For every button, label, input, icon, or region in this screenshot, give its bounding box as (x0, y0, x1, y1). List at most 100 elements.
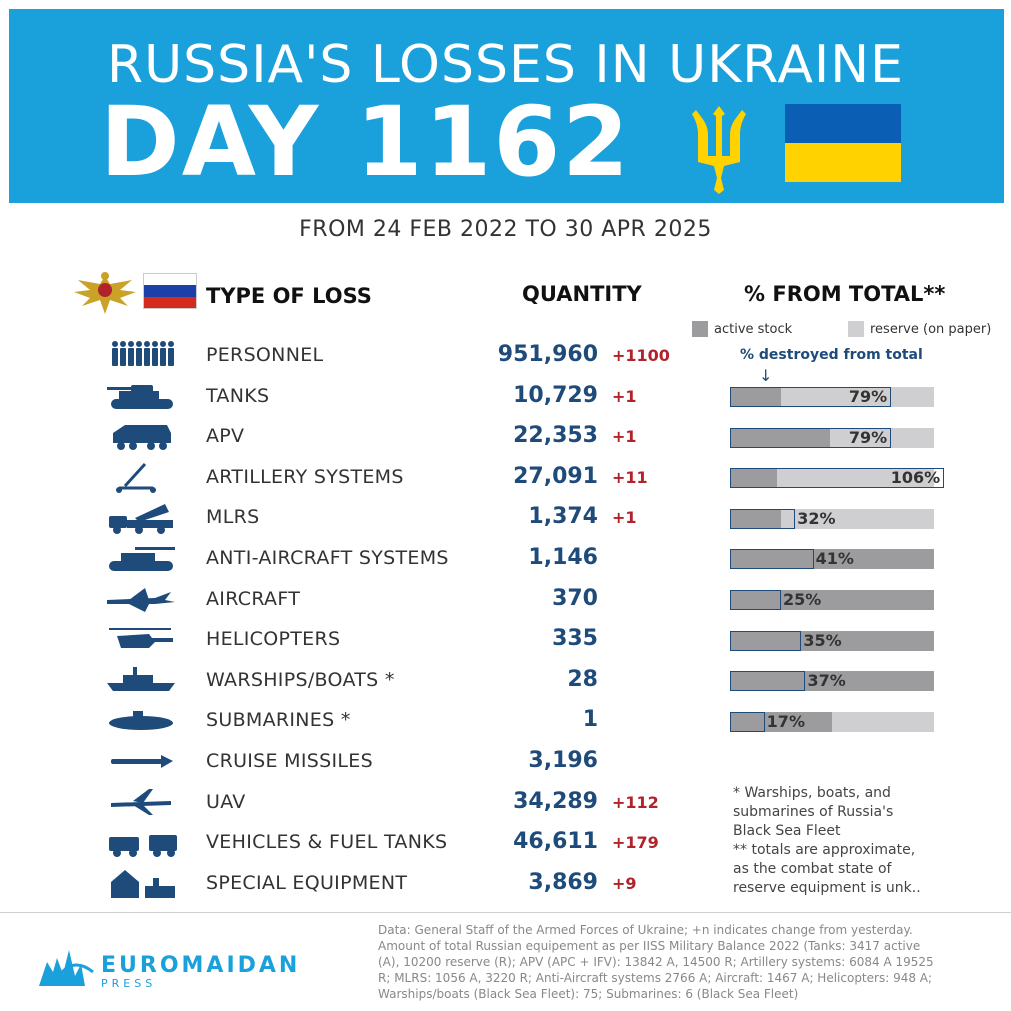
source-line: Data: General Staff of the Armed Forces … (378, 923, 913, 937)
row-label: CRUISE MISSILES (206, 750, 373, 772)
page-title: RUSSIA'S LOSSES IN UKRAINE (106, 35, 904, 95)
bar-destroyed (730, 671, 806, 692)
row-quantity: 1 (582, 707, 598, 733)
bar-percent-label: 35% (803, 630, 842, 650)
bar-active (730, 671, 934, 692)
logo-sub: PRESS (101, 977, 157, 990)
source-note: Data: General Staff of the Armed Forces … (378, 922, 978, 1002)
bar-reserve (730, 468, 934, 489)
row-change: +9 (612, 873, 637, 893)
row-label: SPECIAL EQUIPMENT (206, 871, 408, 894)
bar-row: 37% (730, 671, 934, 692)
row-label: TANKS (206, 384, 270, 407)
row-change: +1 (612, 427, 637, 447)
row-label: ANTI-AIRCRAFT SYSTEMS (206, 547, 449, 569)
row-change: +1100 (612, 346, 670, 365)
source-line: R; MLRS: 1056 A, 3220 R; Anti-Aircraft s… (378, 971, 933, 985)
legend-reserve-label: reserve (on paper) (870, 321, 992, 337)
row-label: HELICOPTERS (206, 628, 341, 651)
bar-active (730, 711, 832, 732)
bar-destroyed (730, 508, 796, 529)
source-line: (A), 10200 reserve (R); APV (APC + IFV):… (378, 955, 934, 969)
row-quantity: 22,353 (513, 423, 598, 449)
legend-reserve-swatch (848, 321, 864, 337)
russia-flag-icon (143, 273, 197, 309)
destroyed-note: % destroyed from total (740, 347, 923, 363)
bar-destroyed (730, 590, 781, 610)
footnote-line: Black Sea Fleet (733, 823, 841, 839)
bar-row: 41% (730, 549, 934, 570)
row-label: ARTILLERY SYSTEMS (206, 465, 404, 488)
soldiers-icon (112, 341, 174, 366)
euromaidan-logo-icon (39, 950, 94, 986)
row-label: VEHICLES & FUEL TANKS (206, 831, 448, 854)
bar-row: 17% (730, 711, 934, 732)
row-quantity: 3,196 (528, 748, 598, 773)
row-quantity: 951,960 (497, 342, 598, 367)
vehicles-icon (109, 835, 177, 858)
mlrs-icon (109, 504, 173, 535)
row-change: +11 (612, 467, 648, 487)
bar-destroyed (730, 630, 802, 651)
footer-divider (0, 912, 1011, 913)
bar-percent-label: 32% (797, 508, 836, 528)
footnote-line: * Warships, boats, and (733, 785, 891, 801)
ukraine-flag-icon (785, 104, 901, 182)
bar-active (730, 549, 934, 570)
row-quantity: 28 (567, 666, 598, 692)
anti-aircraft-icon (109, 547, 175, 571)
aircraft-icon (107, 587, 175, 612)
row-quantity: 34,289 (513, 788, 598, 814)
bar-reserve (730, 387, 934, 407)
bar-percent-label: 25% (783, 590, 822, 609)
bar-row: 106% (730, 468, 945, 489)
legend-reserve: reserve (on paper) (848, 321, 991, 337)
bar-row: 35% (730, 630, 934, 651)
legend-active: active stock (692, 321, 792, 337)
source-line: Warships/boats (Black Sea Fleet): 75; Su… (378, 987, 799, 1001)
row-quantity: 335 (552, 626, 598, 652)
bar-destroyed (730, 387, 892, 407)
special-equipment-icon (111, 869, 175, 898)
legend-active-label: active stock (714, 321, 793, 337)
row-quantity: 10,729 (513, 382, 598, 408)
arrow-down-icon: ↓ (759, 366, 773, 385)
bar-row: 25% (730, 590, 934, 610)
bar-active (730, 427, 830, 448)
row-label: UAV (206, 790, 246, 813)
bar-percent-label: 106% (890, 468, 941, 488)
row-change: +179 (612, 833, 659, 853)
bar-active (730, 387, 781, 407)
row-quantity: 1,146 (528, 545, 598, 570)
legend-active-swatch (692, 321, 708, 337)
row-label: SUBMARINES * (206, 709, 351, 732)
row-quantity: 370 (552, 585, 598, 611)
source-line: Amount of total Russian equipement as pe… (378, 939, 921, 953)
bar-reserve (730, 508, 934, 529)
footnote-line: reserve equipment is unk.. (733, 880, 921, 896)
bar-row: 79% (730, 387, 934, 407)
column-quantity-header: QUANTITY (522, 282, 642, 306)
day-counter: DAY 1162 (100, 86, 631, 198)
logo-name: EUROMAIDAN (101, 953, 301, 978)
row-quantity: 27,091 (513, 463, 598, 489)
bar-active (730, 468, 777, 489)
submarine-icon (109, 711, 173, 731)
bar-percent-label: 17% (766, 711, 805, 731)
bar-row: 79% (730, 427, 934, 448)
row-change: +112 (612, 792, 659, 812)
row-change: +1 (612, 386, 637, 406)
bar-active (730, 508, 781, 529)
footnote-line: submarines of Russia's (733, 804, 894, 820)
bar-percent-label: 41% (815, 549, 854, 569)
artillery-icon (116, 462, 156, 493)
bar-percent-label: 37% (807, 671, 846, 691)
bar-percent-label: 79% (848, 387, 888, 406)
row-label: APV (206, 425, 245, 448)
tank-icon (107, 384, 173, 409)
trident-icon (692, 106, 746, 194)
warship-icon (107, 666, 175, 691)
row-change: +1 (612, 508, 637, 528)
cruise-missile-icon (111, 755, 173, 768)
row-label: MLRS (206, 506, 260, 529)
